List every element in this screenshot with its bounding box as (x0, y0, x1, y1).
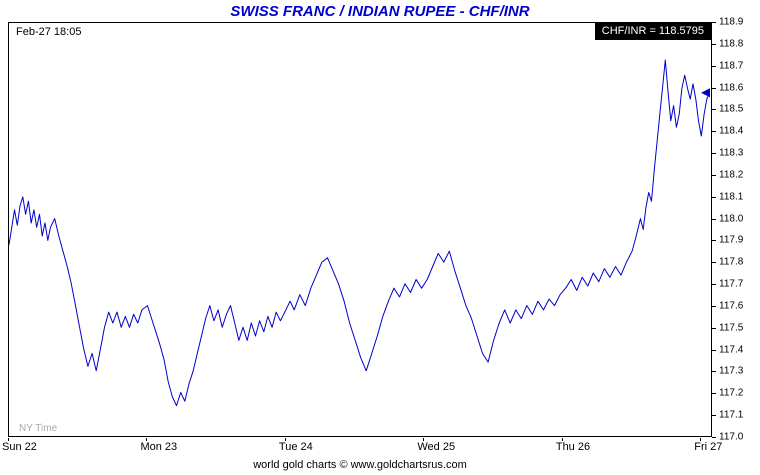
chart-title: SWISS FRANC / INDIAN RUPEE - CHF/INR (230, 3, 530, 20)
y-axis-label: 118.5 (719, 103, 744, 115)
y-axis-label: 118.0 (719, 213, 744, 225)
y-axis-label: 117.4 (719, 344, 744, 356)
y-axis-label: 118.6 (719, 82, 744, 94)
x-axis-label: Sun 22 (2, 441, 37, 453)
current-quote-badge: CHF/INR = 118.5795 (594, 23, 711, 40)
y-axis-label: 117.9 (719, 234, 744, 246)
y-axis-label: 118.8 (719, 38, 744, 50)
y-axis-tick (712, 327, 716, 329)
y-axis-tick (712, 109, 716, 111)
x-axis-label: Thu 26 (555, 441, 591, 453)
x-axis-tick (8, 438, 9, 441)
x-axis-label: Mon 23 (140, 441, 178, 453)
x-axis-tick (561, 438, 563, 441)
y-axis-label: 117.3 (719, 365, 744, 377)
y-axis-label: 117.8 (719, 256, 744, 268)
x-axis-tick (146, 438, 148, 441)
y-axis-label: 117.1 (719, 409, 744, 421)
y-axis-label: 118.7 (719, 60, 744, 72)
y-axis-label: 117.0 (719, 431, 744, 443)
y-axis-tick (712, 415, 716, 417)
y-axis-label: 118.3 (719, 147, 744, 159)
y-axis-tick (712, 174, 716, 176)
y-axis-label: 118.2 (719, 169, 744, 181)
y-axis-label: 117.5 (719, 322, 744, 334)
y-axis-label: 118.9 (719, 16, 744, 28)
y-axis-tick (712, 22, 716, 23)
y-axis-label: 118.4 (719, 125, 744, 137)
x-axis-label: Wed 25 (417, 441, 456, 453)
timezone-watermark: NY Time (19, 423, 58, 434)
y-axis-label: 117.7 (719, 278, 744, 290)
x-axis-tick (284, 438, 286, 441)
y-axis-tick (712, 43, 716, 45)
y-axis-tick (712, 240, 716, 242)
y-axis-tick (712, 349, 716, 351)
timestamp-label: Feb-27 18:05 (16, 26, 82, 38)
price-line (9, 59, 711, 407)
y-axis-tick (712, 218, 716, 220)
y-axis-tick (712, 284, 716, 286)
y-axis-label: 117.2 (719, 387, 744, 399)
x-axis-tick (423, 438, 425, 441)
x-axis: Sun 22 Mon 23 Tue 24 Wed 25 Thu 26 Fri 27 (2, 438, 753, 454)
x-axis-tick (700, 438, 702, 441)
x-axis-label: Tue 24 (278, 441, 313, 453)
y-axis-tick (712, 305, 716, 307)
footer-credit: world gold charts © www.goldchartsrus.co… (253, 459, 467, 471)
y-axis-tick (712, 65, 716, 67)
y-axis-tick (712, 87, 716, 89)
last-price-arrow-icon (701, 88, 710, 98)
y-axis-tick (712, 153, 716, 155)
plot-area: Feb-27 18:05 CHF/INR = 118.5795 NY Time (8, 22, 712, 437)
x-axis-label: Fri 27 (694, 441, 723, 453)
y-axis-label: 117.6 (719, 300, 744, 312)
y-axis-tick (712, 393, 716, 395)
y-axis-tick (712, 262, 716, 264)
y-axis-tick (712, 196, 716, 198)
y-axis-label: 118.1 (719, 191, 744, 203)
y-axis-tick (712, 131, 716, 133)
y-axis: 118.9 118.8 118.7 118.6 118.5 118.4 118.3 118.2… (712, 17, 759, 443)
y-axis-tick (712, 437, 716, 438)
y-axis-tick (712, 371, 716, 373)
price-line-chart (9, 59, 711, 407)
